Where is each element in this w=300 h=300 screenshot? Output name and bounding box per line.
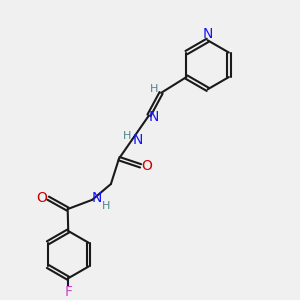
Text: F: F	[64, 285, 72, 299]
Text: H: H	[123, 130, 131, 141]
Text: O: O	[142, 159, 152, 173]
Text: N: N	[149, 110, 159, 124]
Text: N: N	[91, 191, 102, 206]
Text: H: H	[150, 85, 158, 94]
Text: H: H	[102, 201, 110, 211]
Text: N: N	[133, 134, 143, 148]
Text: N: N	[202, 27, 213, 41]
Text: O: O	[36, 191, 47, 205]
